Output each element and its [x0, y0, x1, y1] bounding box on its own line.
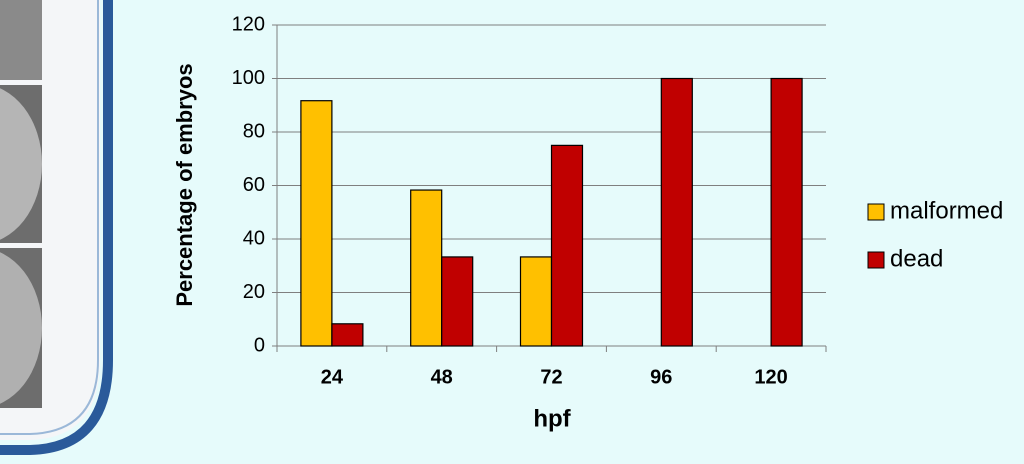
x-tick-label: 24	[321, 366, 344, 388]
bar	[442, 257, 473, 346]
bar	[411, 190, 442, 346]
slide: Percentage of embryos hpf 0 20 40 60 80 100 12…	[0, 0, 1024, 464]
bar	[301, 101, 332, 346]
y-axis-label: Percentage of embryos	[172, 63, 197, 306]
y-tick-label: 60	[243, 174, 265, 196]
legend-swatch	[868, 252, 884, 268]
image-panel	[0, 0, 108, 450]
legend-label: dead	[890, 245, 943, 272]
legend-label: malformed	[890, 197, 1003, 224]
y-tick-label: 120	[232, 13, 265, 35]
bar	[521, 257, 552, 346]
embryo-image	[0, 0, 42, 80]
y-tick-label: 0	[254, 334, 265, 356]
x-axis-label: hpf	[533, 405, 571, 432]
x-tick-label: 96	[650, 366, 672, 388]
x-tick-label: 72	[540, 366, 562, 388]
bar	[332, 324, 363, 346]
x-tick-label: 120	[754, 366, 787, 388]
y-tick-label: 100	[232, 67, 265, 89]
y-tick-label: 40	[243, 227, 265, 249]
legend-swatch	[868, 204, 884, 220]
y-tick-label: 80	[243, 120, 265, 142]
bar	[661, 79, 692, 347]
bar	[771, 79, 802, 347]
bar	[552, 145, 583, 346]
background	[0, 0, 1024, 464]
y-tick-label: 20	[243, 281, 265, 303]
x-tick-label: 48	[431, 366, 453, 388]
